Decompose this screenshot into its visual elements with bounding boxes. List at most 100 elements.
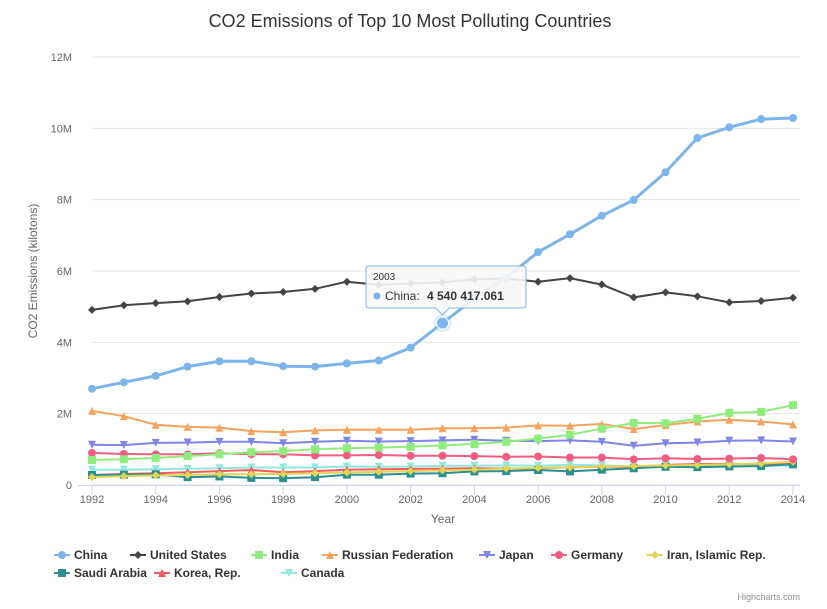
data-point-iran-islamic-rep[interactable]	[406, 467, 415, 476]
data-point-germany[interactable]	[565, 453, 574, 462]
data-point-india[interactable]	[470, 439, 479, 448]
data-point-united-states[interactable]	[119, 301, 128, 310]
data-point-canada[interactable]	[279, 463, 288, 472]
data-point-japan[interactable]	[119, 441, 128, 450]
data-point-india[interactable]	[311, 445, 320, 454]
data-point-iran-islamic-rep[interactable]	[661, 461, 670, 470]
data-point-iran-islamic-rep[interactable]	[597, 462, 606, 471]
data-point-russian-federation[interactable]	[789, 420, 797, 429]
data-point-russian-federation[interactable]	[629, 425, 638, 434]
data-point-china[interactable]	[247, 357, 256, 366]
legend-item-saudi-arabia[interactable]: Saudi Arabia	[54, 566, 147, 580]
data-point-japan[interactable]	[374, 437, 383, 446]
data-point-russian-federation[interactable]	[183, 422, 192, 431]
data-point-russian-federation[interactable]	[565, 421, 574, 430]
data-point-japan[interactable]	[247, 437, 256, 446]
data-point-china[interactable]	[183, 362, 192, 371]
data-point-japan[interactable]	[311, 437, 320, 446]
data-point-japan[interactable]	[470, 435, 479, 444]
data-point-japan[interactable]	[151, 438, 160, 447]
data-point-germany[interactable]	[374, 451, 383, 460]
data-point-japan[interactable]	[183, 438, 192, 447]
data-point-india[interactable]	[789, 401, 797, 410]
data-point-germany[interactable]	[534, 452, 543, 461]
data-point-china[interactable]	[661, 168, 670, 177]
data-point-china[interactable]	[311, 362, 320, 371]
data-point-united-states[interactable]	[88, 305, 96, 314]
data-point-india[interactable]	[215, 450, 224, 459]
data-point-china[interactable]	[88, 384, 96, 393]
legend-item-korea-rep[interactable]: Korea, Rep.	[154, 566, 241, 580]
data-point-china[interactable]	[215, 357, 224, 366]
data-point-china[interactable]	[534, 248, 543, 257]
data-point-russian-federation[interactable]	[470, 424, 479, 433]
data-point-japan[interactable]	[693, 438, 702, 447]
data-point-china[interactable]	[374, 356, 383, 365]
data-point-germany[interactable]	[725, 454, 734, 463]
legend-item-russian-federation[interactable]: Russian Federation	[322, 548, 453, 562]
data-point-china[interactable]	[597, 211, 606, 220]
data-point-saudi-arabia[interactable]	[279, 474, 288, 483]
data-point-united-states[interactable]	[693, 292, 702, 301]
data-point-russian-federation[interactable]	[279, 428, 288, 437]
data-point-germany[interactable]	[406, 451, 415, 460]
data-point-iran-islamic-rep[interactable]	[374, 467, 383, 476]
data-point-japan[interactable]	[406, 437, 415, 446]
data-point-germany[interactable]	[342, 451, 351, 460]
data-point-japan[interactable]	[215, 437, 224, 446]
data-point-japan[interactable]	[629, 441, 638, 450]
data-point-korea-rep[interactable]	[247, 466, 256, 475]
data-point-canada[interactable]	[88, 465, 96, 474]
legend-item-germany[interactable]: Germany	[551, 548, 623, 562]
data-point-russian-federation[interactable]	[88, 406, 96, 415]
data-point-china[interactable]	[789, 113, 797, 122]
data-point-russian-federation[interactable]	[374, 425, 383, 434]
data-point-india[interactable]	[247, 448, 256, 457]
data-point-china[interactable]	[693, 133, 702, 142]
legend-item-united-states[interactable]: United States	[130, 548, 227, 562]
data-point-united-states[interactable]	[565, 274, 574, 283]
data-point-russian-federation[interactable]	[502, 423, 511, 432]
credits-link[interactable]: Highcharts.com	[737, 592, 800, 602]
data-point-russian-federation[interactable]	[438, 424, 447, 433]
data-point-china[interactable]	[342, 359, 351, 368]
legend-item-iran-islamic-rep[interactable]: Iran, Islamic Rep.	[647, 548, 766, 562]
data-point-china[interactable]	[279, 362, 288, 371]
data-point-germany[interactable]	[693, 454, 702, 463]
data-point-china[interactable]	[151, 371, 160, 380]
data-point-united-states[interactable]	[725, 298, 734, 307]
data-point-united-states[interactable]	[789, 293, 797, 302]
data-point-japan[interactable]	[757, 436, 766, 445]
data-point-germany[interactable]	[438, 451, 447, 460]
data-point-russian-federation[interactable]	[247, 427, 256, 436]
data-point-japan[interactable]	[597, 437, 606, 446]
data-point-iran-islamic-rep[interactable]	[725, 460, 734, 469]
data-point-japan[interactable]	[661, 439, 670, 448]
data-point-india[interactable]	[629, 418, 638, 427]
data-point-india[interactable]	[597, 424, 606, 433]
data-point-iran-islamic-rep[interactable]	[151, 471, 160, 480]
data-point-india[interactable]	[88, 456, 96, 465]
legend-item-india[interactable]: India	[251, 548, 299, 562]
data-point-germany[interactable]	[661, 454, 670, 463]
data-point-iran-islamic-rep[interactable]	[502, 464, 511, 473]
data-point-iran-islamic-rep[interactable]	[279, 469, 288, 478]
data-point-iran-islamic-rep[interactable]	[247, 470, 256, 479]
data-point-united-states[interactable]	[757, 296, 766, 305]
data-point-china[interactable]	[629, 196, 638, 205]
data-point-germany[interactable]	[629, 455, 638, 464]
data-point-india[interactable]	[183, 452, 192, 461]
data-point-russian-federation[interactable]	[151, 420, 160, 429]
data-point-united-states[interactable]	[342, 277, 351, 286]
data-point-iran-islamic-rep[interactable]	[438, 466, 447, 475]
data-point-india[interactable]	[725, 408, 734, 417]
data-point-united-states[interactable]	[534, 277, 543, 286]
legend-item-china[interactable]: China	[54, 548, 108, 562]
data-point-russian-federation[interactable]	[725, 415, 734, 424]
hover-point[interactable]	[436, 316, 449, 330]
data-point-united-states[interactable]	[661, 288, 670, 297]
data-point-china[interactable]	[119, 378, 128, 387]
data-point-russian-federation[interactable]	[311, 426, 320, 435]
data-point-united-states[interactable]	[183, 297, 192, 306]
data-point-iran-islamic-rep[interactable]	[470, 465, 479, 474]
